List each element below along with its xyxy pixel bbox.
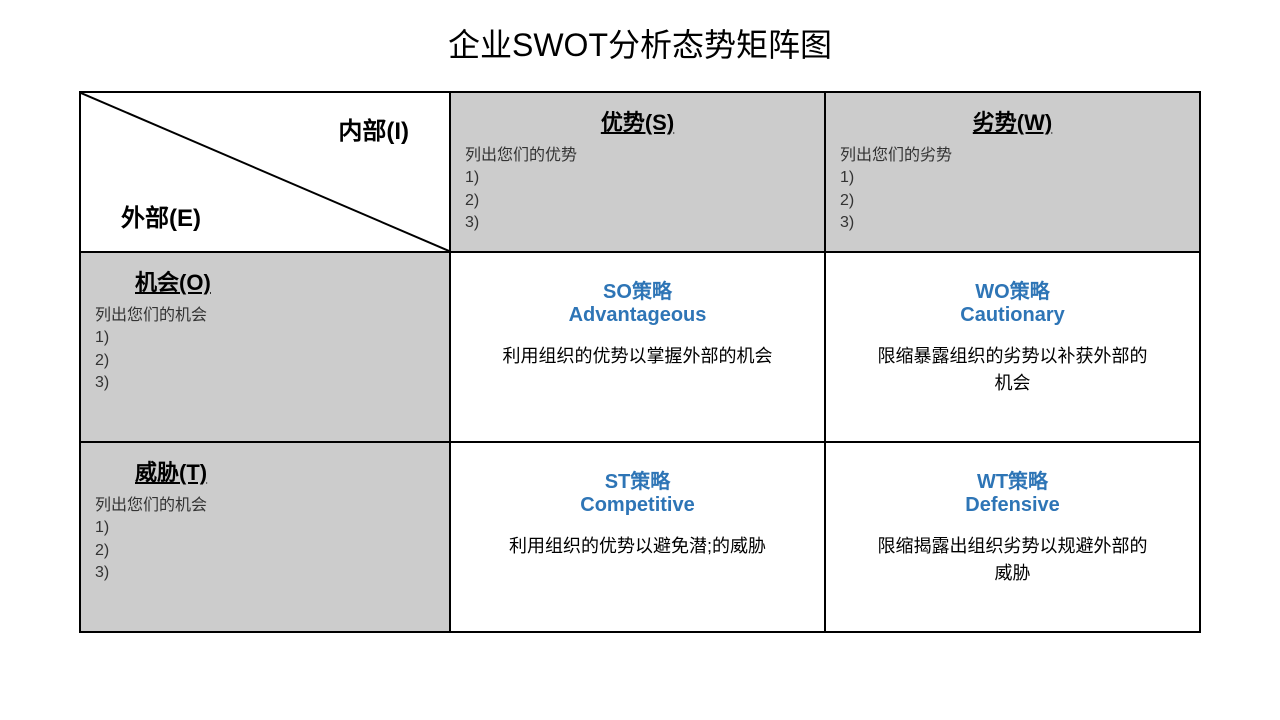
opportunities-header-cell: 机会(O) 列出您们的机会 1) 2) 3): [80, 252, 450, 442]
st-title: ST策略: [465, 465, 810, 494]
opportunities-title: 机会(O): [135, 265, 435, 297]
weaknesses-header-cell: 劣势(W) 列出您们的劣势 1) 2) 3): [825, 92, 1200, 252]
internal-label: 内部(I): [338, 111, 409, 146]
wo-strategy-cell: WO策略 Cautionary 限缩暴露组织的劣势以补获外部的机会: [825, 252, 1200, 442]
opportunities-prompt: 列出您们的机会: [95, 305, 435, 327]
strengths-header-cell: 优势(S) 列出您们的优势 1) 2) 3): [450, 92, 825, 252]
threats-header-cell: 威胁(T) 列出您们的机会 1) 2) 3): [80, 442, 450, 632]
list-item: 3): [95, 372, 435, 394]
threats-title: 威胁(T): [135, 455, 435, 487]
wo-desc: 限缩暴露组织的劣势以补获外部的机会: [840, 343, 1185, 397]
wt-strategy-cell: WT策略 Defensive 限缩揭露出组织劣势以规避外部的威胁: [825, 442, 1200, 632]
list-item: 2): [465, 190, 810, 212]
list-item: 3): [465, 212, 810, 234]
st-desc: 利用组织的优势以避免潜;的威胁: [465, 533, 810, 560]
weaknesses-title: 劣势(W): [840, 105, 1185, 137]
list-item: 2): [840, 190, 1185, 212]
so-strategy-cell: SO策略 Advantageous 利用组织的优势以掌握外部的机会: [450, 252, 825, 442]
list-item: 1): [840, 167, 1185, 189]
swot-matrix: 内部(I) 外部(E) 优势(S) 列出您们的优势 1) 2) 3) 劣势(W)…: [79, 91, 1201, 633]
list-item: 1): [95, 327, 435, 349]
list-item: 3): [95, 562, 435, 584]
strengths-listing: 列出您们的优势 1) 2) 3): [465, 145, 810, 235]
wt-subtitle: Defensive: [840, 494, 1185, 517]
wo-title: WO策略: [840, 275, 1185, 304]
weaknesses-listing: 列出您们的劣势 1) 2) 3): [840, 145, 1185, 235]
external-label: 外部(E): [121, 198, 201, 233]
page-title: 企业SWOT分析态势矩阵图: [0, 20, 1280, 66]
list-item: 1): [95, 517, 435, 539]
wt-title: WT策略: [840, 465, 1185, 494]
so-title: SO策略: [465, 275, 810, 304]
st-subtitle: Competitive: [465, 494, 810, 517]
wo-subtitle: Cautionary: [840, 304, 1185, 327]
list-item: 3): [840, 212, 1185, 234]
st-strategy-cell: ST策略 Competitive 利用组织的优势以避免潜;的威胁: [450, 442, 825, 632]
so-subtitle: Advantageous: [465, 304, 810, 327]
weaknesses-prompt: 列出您们的劣势: [840, 145, 1185, 167]
list-item: 2): [95, 540, 435, 562]
strengths-prompt: 列出您们的优势: [465, 145, 810, 167]
threats-listing: 列出您们的机会 1) 2) 3): [95, 495, 435, 585]
so-desc: 利用组织的优势以掌握外部的机会: [465, 343, 810, 370]
wt-desc: 限缩揭露出组织劣势以规避外部的威胁: [840, 533, 1185, 587]
corner-cell: 内部(I) 外部(E): [80, 92, 450, 252]
strengths-title: 优势(S): [465, 105, 810, 137]
opportunities-listing: 列出您们的机会 1) 2) 3): [95, 305, 435, 395]
threats-prompt: 列出您们的机会: [95, 495, 435, 517]
list-item: 1): [465, 167, 810, 189]
list-item: 2): [95, 350, 435, 372]
